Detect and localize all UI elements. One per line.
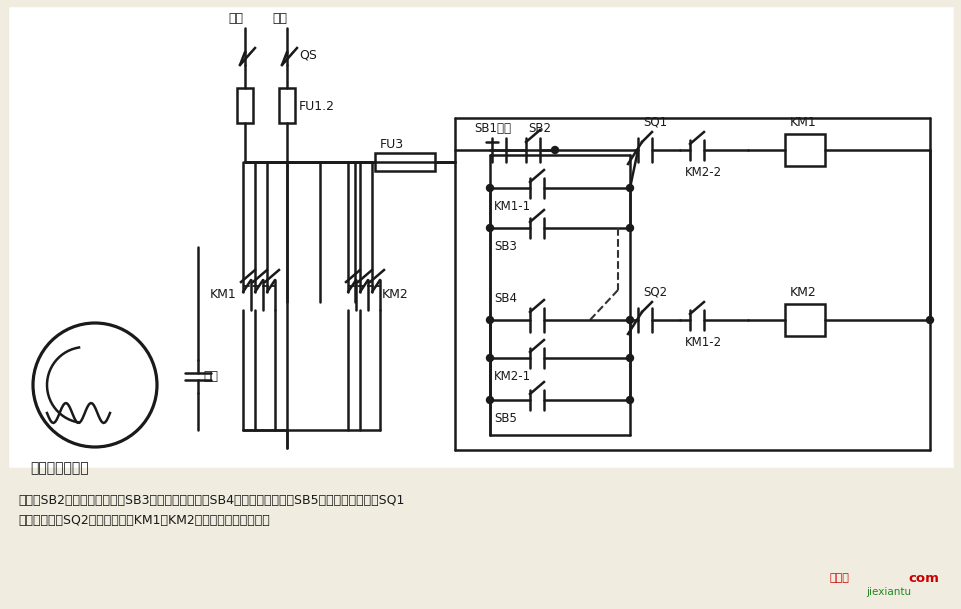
Text: KM1: KM1: [209, 287, 236, 300]
Text: jiexiantu: jiexiantu: [865, 587, 910, 597]
Text: KM1: KM1: [789, 116, 816, 128]
Circle shape: [626, 396, 633, 404]
Text: KM1-1: KM1-1: [494, 200, 530, 213]
Text: SB5: SB5: [494, 412, 516, 424]
Bar: [10, 8, 951, 466]
Text: KM2: KM2: [789, 286, 816, 298]
Text: KM2: KM2: [382, 287, 408, 300]
Text: 火线: 火线: [228, 12, 243, 24]
Text: KM2-2: KM2-2: [684, 166, 722, 178]
Circle shape: [925, 317, 932, 323]
Bar: [784, 304, 825, 336]
Text: 说明：SB2为上升启动按鈕，SB3为上升点动按鈕，SB4为下降启动按鈕，SB5为下降点动按鈕；SQ1: 说明：SB2为上升启动按鈕，SB3为上升点动按鈕，SB4为下降启动按鈕，SB5为…: [18, 493, 404, 507]
Circle shape: [486, 185, 493, 191]
Text: SQ2: SQ2: [642, 286, 666, 298]
Text: 接线图: 接线图: [829, 573, 849, 583]
Circle shape: [486, 225, 493, 231]
Text: SB4: SB4: [494, 292, 516, 304]
Text: com: com: [907, 571, 938, 585]
Circle shape: [626, 185, 633, 191]
Text: 单相电容电动机: 单相电容电动机: [30, 461, 88, 475]
Circle shape: [626, 317, 633, 323]
Circle shape: [486, 396, 493, 404]
Text: KM2-1: KM2-1: [494, 370, 530, 382]
Circle shape: [486, 317, 493, 323]
Bar: [375, 153, 434, 171]
Text: FU3: FU3: [380, 138, 404, 150]
Text: 为最高限位，SQ2为最低限位。KM1、KM2可用中间继电器代替。: 为最高限位，SQ2为最低限位。KM1、KM2可用中间继电器代替。: [18, 513, 269, 527]
Text: FU1.2: FU1.2: [299, 99, 334, 113]
Circle shape: [626, 354, 633, 362]
Text: SB3: SB3: [494, 239, 516, 253]
Text: QS: QS: [299, 49, 316, 62]
Circle shape: [626, 225, 633, 231]
Text: KM1-2: KM1-2: [684, 336, 722, 348]
Bar: [236, 88, 253, 123]
Text: SB1停止: SB1停止: [474, 122, 510, 135]
Circle shape: [551, 147, 558, 153]
Text: 零线: 零线: [272, 12, 286, 24]
Text: 电容: 电容: [203, 370, 218, 384]
Bar: [279, 88, 295, 123]
Bar: [784, 134, 825, 166]
Circle shape: [486, 354, 493, 362]
Text: SQ1: SQ1: [642, 116, 666, 128]
Text: SB2: SB2: [528, 122, 551, 135]
